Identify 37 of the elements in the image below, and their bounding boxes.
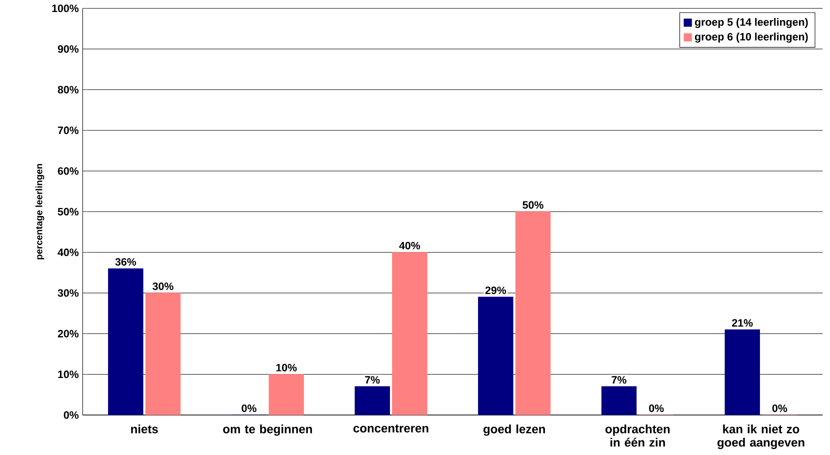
y-tick-label: 20% (58, 330, 79, 338)
y-axis-title: percentage leerlingen (35, 164, 44, 260)
data-label: 7% (365, 376, 380, 384)
bar (354, 386, 390, 416)
x-tick-label: kan ik niet zo goed aangeven (717, 424, 804, 450)
data-label: 0% (649, 404, 664, 412)
bar (478, 296, 514, 416)
x-tick-label: om te beginnen (223, 424, 312, 436)
data-label: 0% (242, 404, 256, 412)
y-tick-label: 100% (52, 4, 79, 12)
y-tick-label: 10% (58, 370, 79, 378)
legend-label: groep 6 (10 leerlingen) (694, 32, 808, 43)
x-tick-label: niets (131, 424, 158, 434)
y-tick-label: 30% (58, 289, 79, 297)
data-label: 21% (732, 319, 753, 327)
y-tick-label: 50% (58, 208, 79, 216)
bar (601, 386, 637, 416)
x-tick-label: goed lezen (484, 424, 545, 436)
bar (724, 329, 760, 416)
data-label: 30% (152, 282, 174, 290)
y-tick-label: 60% (58, 167, 79, 175)
x-tick-label: concentreren (353, 424, 428, 432)
y-tick-label: 70% (58, 126, 79, 134)
bar (108, 268, 144, 416)
data-label: 7% (612, 376, 626, 384)
x-tick-label: opdrachten in één zin (605, 424, 670, 447)
data-label: 29% (485, 286, 506, 294)
data-label: 0% (772, 404, 788, 412)
y-tick-label: 90% (58, 45, 79, 53)
data-label: 50% (522, 201, 544, 209)
y-tick-label: 40% (58, 248, 79, 256)
data-label: 36% (115, 258, 136, 266)
y-tick-label: 80% (58, 86, 79, 94)
data-label: 10% (276, 364, 297, 372)
legend-label: groep 5 (14 leerlingen) (694, 18, 808, 28)
data-label: 40% (399, 242, 420, 250)
y-tick-label: 0% (64, 411, 79, 419)
